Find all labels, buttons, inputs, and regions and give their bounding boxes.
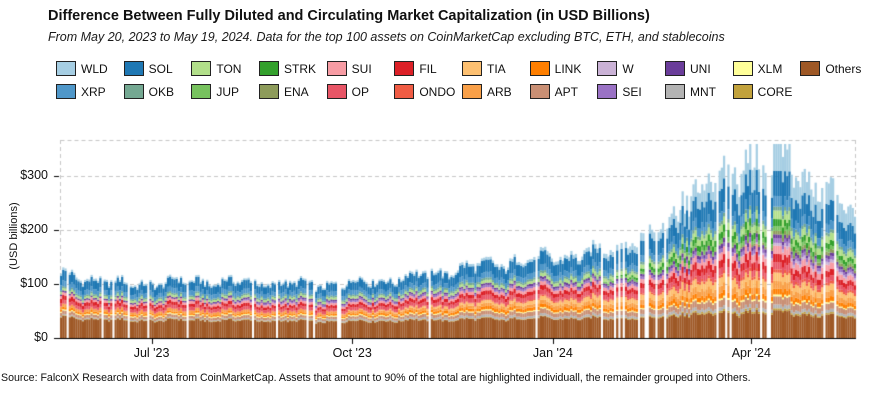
y-tick-label: $300 <box>20 168 48 182</box>
y-tick-label: $100 <box>20 276 48 290</box>
source-note: Source: FalconX Research with data from … <box>1 372 751 384</box>
x-tick-label: Oct '23 <box>332 346 372 360</box>
y-axis-title: (USD billions) <box>8 202 20 270</box>
x-tick-label: Jul '23 <box>133 346 170 360</box>
x-tick-label: Apr '24 <box>731 346 771 360</box>
y-tick-label: $200 <box>20 222 48 236</box>
y-tick-label: $0 <box>34 330 48 344</box>
x-tick-label: Jan '24 <box>532 346 573 360</box>
